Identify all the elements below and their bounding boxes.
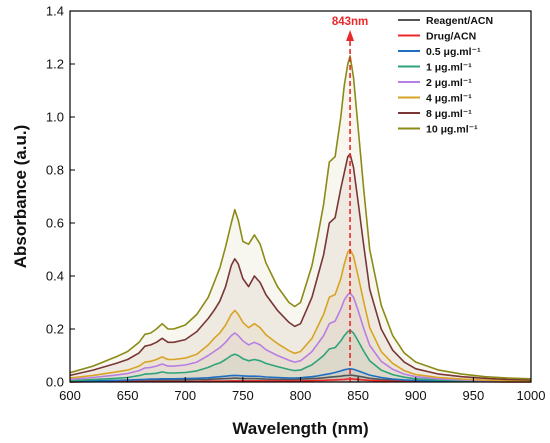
peak-label: 843nm — [332, 16, 368, 28]
series-area-4-g-ml — [70, 249, 531, 382]
legend-label: 2 μg.ml⁻¹ — [426, 77, 472, 89]
legend-item-2-g-ml: 2 μg.ml⁻¹ — [398, 77, 472, 89]
series-line-0-5-g-ml — [69, 368, 532, 383]
y-tick-label: 0.4 — [46, 269, 64, 284]
legend-item-0-5-g-ml: 0.5 μg.ml⁻¹ — [398, 46, 481, 58]
x-tick-label: 600 — [59, 388, 81, 403]
x-axis-label: Wavelength (nm) — [232, 419, 368, 438]
legend-label: 8 μg.ml⁻¹ — [426, 108, 472, 120]
legend-label: 0.5 μg.ml⁻¹ — [426, 46, 481, 58]
y-tick-label: 0.0 — [46, 375, 64, 390]
x-tick-label: 650 — [117, 388, 139, 403]
legend-item-reagent-acn: Reagent/ACN — [398, 15, 493, 27]
legend-label: 4 μg.ml⁻¹ — [426, 93, 472, 105]
series-line-1-g-ml — [69, 329, 531, 383]
y-tick-label: 0.6 — [46, 216, 64, 231]
series-area-10-g-ml — [70, 56, 531, 382]
x-tick-label: 950 — [463, 388, 485, 403]
x-tick-label: 900 — [405, 388, 427, 403]
y-tick-label: 0.2 — [46, 322, 64, 337]
peak-marker-arrowhead — [346, 30, 355, 41]
legend: Reagent/ACN Drug/ACN 0.5 μg.ml⁻¹ 1 μg.ml⁻¹ 2… — [398, 15, 493, 136]
series-line-4-g-ml — [69, 248, 532, 382]
x-axis: 600 650 700 750 800 850 900 950 1000 — [59, 377, 545, 403]
series-area-8-g-ml — [70, 154, 531, 382]
y-tick-label: 1.4 — [46, 4, 64, 19]
series-layer — [69, 55, 532, 383]
y-tick-label: 0.8 — [46, 163, 64, 178]
legend-label: Reagent/ACN — [426, 15, 493, 27]
series-line-reagent-acn — [69, 374, 531, 383]
x-tick-label: 750 — [232, 388, 254, 403]
series-line-2-g-ml — [69, 292, 532, 382]
legend-item-1-g-ml: 1 μg.ml⁻¹ — [398, 62, 472, 74]
legend-item-8-g-ml: 8 μg.ml⁻¹ — [398, 108, 472, 120]
y-tick-label: 1.2 — [46, 57, 64, 72]
series-area-1-g-ml — [70, 330, 531, 382]
legend-item-4-g-ml: 4 μg.ml⁻¹ — [398, 93, 472, 105]
y-tick-label: 1.0 — [46, 110, 64, 125]
legend-item-10-g-ml: 10 μg.ml⁻¹ — [398, 124, 478, 136]
x-tick-label: 700 — [174, 388, 196, 403]
series-line-8-g-ml — [69, 153, 532, 381]
peak-annotation: 843nm — [332, 16, 368, 382]
legend-item-drug-acn: Drug/ACN — [398, 31, 476, 43]
x-tick-label: 800 — [290, 388, 312, 403]
x-tick-label: 850 — [347, 388, 369, 403]
legend-label: Drug/ACN — [426, 31, 476, 43]
x-tick-label: 1000 — [517, 388, 546, 403]
series-area-2-g-ml — [70, 293, 531, 382]
y-axis: 0.0 0.2 0.4 0.6 0.8 1.0 1.2 1.4 — [46, 4, 75, 390]
legend-label: 10 μg.ml⁻¹ — [426, 124, 478, 136]
legend-label: 1 μg.ml⁻¹ — [426, 62, 472, 74]
y-axis-label: Absorbance (a.u.) — [11, 125, 30, 269]
series-line-10-g-ml — [69, 55, 532, 380]
